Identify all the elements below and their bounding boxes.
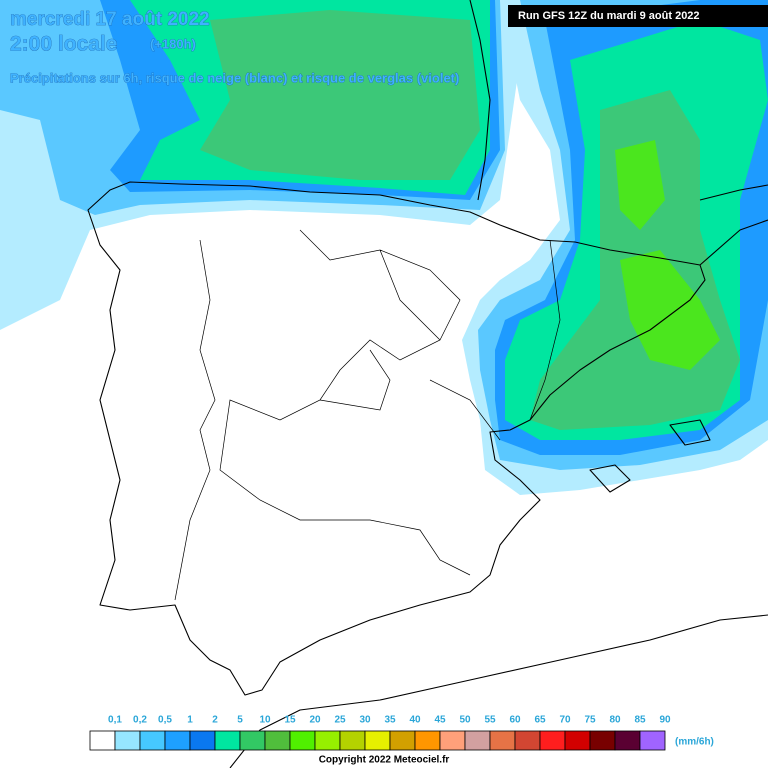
legend-swatch <box>139 730 166 751</box>
legend-label: 30 <box>359 715 371 726</box>
legend-swatch <box>464 730 491 751</box>
legend: 0,1 0,2 0,5 1 2 5 10 15 20 25 30 35 40 45 50 55 60 65 70 75… <box>89 715 671 751</box>
legend-swatch <box>439 730 466 751</box>
legend-label: 0,1 <box>108 715 122 726</box>
legend-label: 2 <box>212 715 218 726</box>
legend-swatch <box>239 730 266 751</box>
legend-label: 55 <box>484 715 496 726</box>
legend-label: 0,2 <box>133 715 147 726</box>
legend-label: 45 <box>434 715 446 726</box>
legend-label: 20 <box>309 715 321 726</box>
legend-swatch <box>264 730 291 751</box>
run-box <box>508 5 768 27</box>
legend-label: 85 <box>634 715 646 726</box>
legend-unit: (mm/6h) <box>675 737 714 748</box>
subtitle: Précipitations sur 6h, risque de neige (… <box>10 70 459 85</box>
legend-swatch <box>489 730 516 751</box>
legend-label: 75 <box>584 715 596 726</box>
legend-swatch <box>164 730 191 751</box>
time-title: 2:00 locale <box>10 33 117 56</box>
legend-swatch <box>389 730 416 751</box>
legend-swatch <box>339 730 366 751</box>
legend-swatch <box>114 730 141 751</box>
legend-swatch <box>589 730 616 751</box>
legend-label: 1 <box>187 715 193 726</box>
coastline <box>87 0 768 768</box>
legend-swatch <box>639 730 666 751</box>
legend-swatch <box>214 730 241 751</box>
legend-swatch <box>364 730 391 751</box>
legend-label: 5 <box>237 715 243 726</box>
legend-swatch <box>564 730 591 751</box>
legend-label: 80 <box>609 715 621 726</box>
copyright: Copyright 2022 Meteociel.fr <box>319 755 450 766</box>
legend-swatch <box>514 730 541 751</box>
legend-label: 40 <box>409 715 421 726</box>
legend-swatch <box>414 730 441 751</box>
legend-label: 70 <box>559 715 571 726</box>
legend-swatch <box>289 730 316 751</box>
run-label: Run GFS 12Z du mardi 9 août 2022 <box>518 10 700 22</box>
legend-swatch <box>614 730 641 751</box>
legend-label: 0,5 <box>158 715 172 726</box>
legend-swatch <box>314 730 341 751</box>
legend-label: 10 <box>259 715 271 726</box>
legend-label: 90 <box>659 715 671 726</box>
legend-label: 50 <box>459 715 471 726</box>
legend-label: 35 <box>384 715 396 726</box>
lead-time: (+180h) <box>150 36 196 51</box>
legend-label: 25 <box>334 715 346 726</box>
legend-swatch <box>89 730 116 751</box>
date-title: mercredi 17 août 2022 <box>10 9 210 30</box>
legend-label: 65 <box>534 715 546 726</box>
precipitation-field <box>0 0 768 495</box>
legend-swatch <box>539 730 566 751</box>
legend-swatch <box>189 730 216 751</box>
legend-label: 15 <box>284 715 296 726</box>
legend-label: 60 <box>509 715 521 726</box>
